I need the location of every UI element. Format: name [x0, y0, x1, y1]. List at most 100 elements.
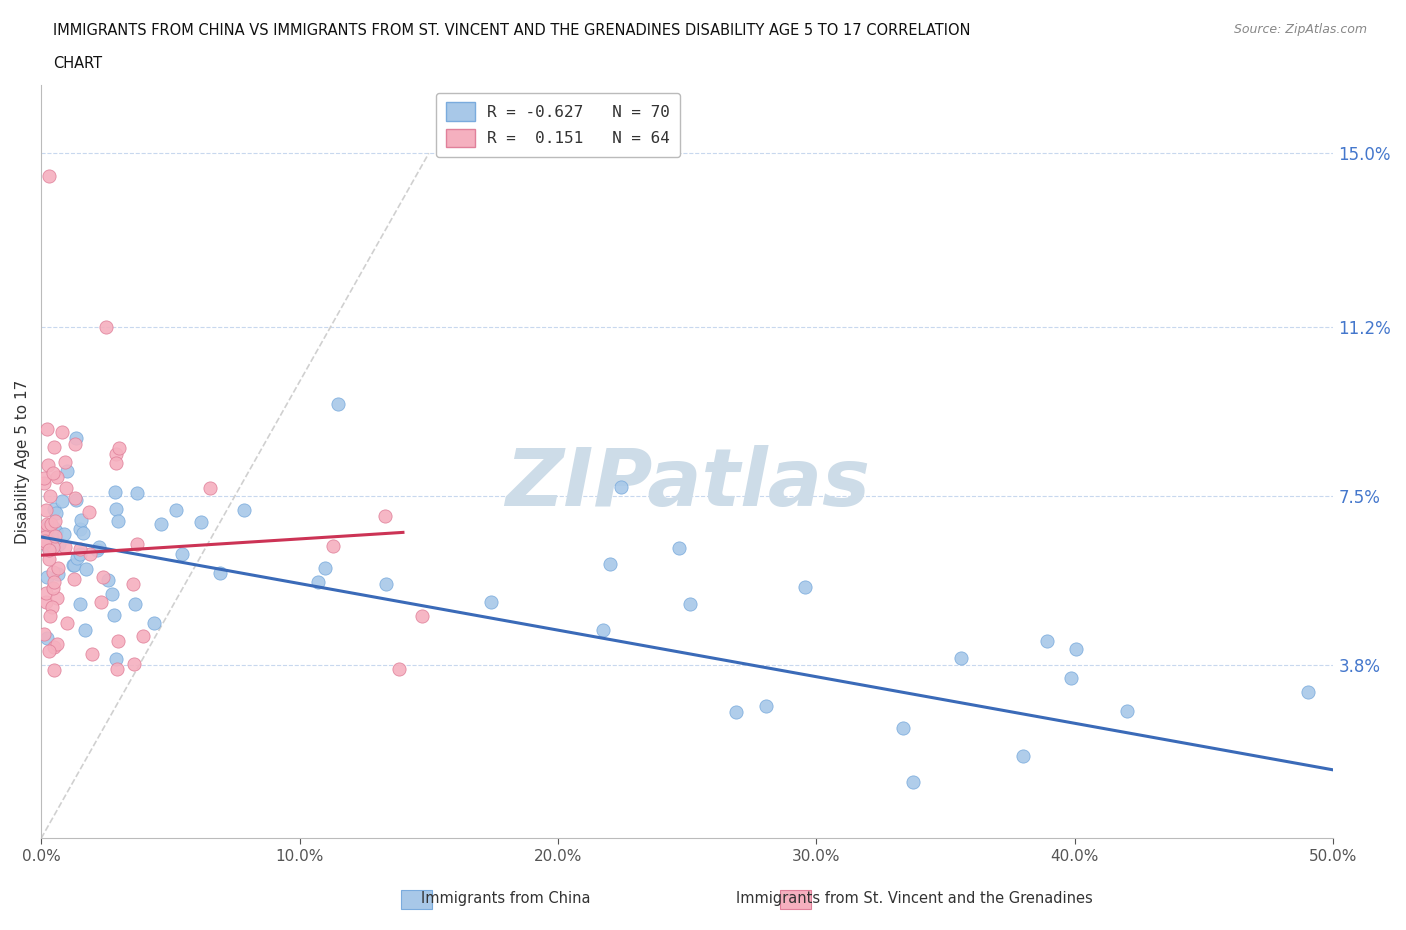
Point [388, 662, 411, 677]
Point [104, 652, 127, 667]
Point [45, 506, 67, 521]
Point [53, 455, 76, 470]
Point [65, 491, 87, 506]
Point [73, 623, 96, 638]
Point [1296, 684, 1319, 699]
Point [89, 539, 111, 554]
Point [131, 629, 153, 644]
Point [97, 572, 120, 587]
Point [32, 627, 55, 642]
Point [35, 586, 58, 601]
Point [793, 579, 815, 594]
Point [51, 424, 73, 439]
Point [592, 622, 614, 637]
Point [104, 501, 127, 516]
Point [42, 580, 65, 595]
Point [172, 546, 194, 561]
Point [90, 594, 112, 609]
Point [56, 616, 79, 631]
Point [46, 590, 69, 604]
Point [1115, 703, 1137, 718]
Point [42, 501, 65, 516]
Point [1036, 633, 1059, 648]
Point [41, 600, 63, 615]
Point [599, 557, 621, 572]
Y-axis label: Disability Age 5 to 17: Disability Age 5 to 17 [15, 379, 30, 544]
Text: IMMIGRANTS FROM CHINA VS IMMIGRANTS FROM ST. VINCENT AND THE GRENADINES DISABILI: IMMIGRANTS FROM CHINA VS IMMIGRANTS FROM… [53, 23, 972, 38]
Point [124, 597, 146, 612]
Point [610, 479, 633, 494]
Point [35, 631, 58, 645]
Point [45, 637, 67, 652]
Point [105, 446, 128, 461]
Point [35, 595, 58, 610]
Point [48, 537, 70, 551]
Point [69, 596, 91, 611]
Point [35, 502, 58, 517]
Legend: R = -0.627   N = 70, R =  0.151   N = 64: R = -0.627 N = 70, R = 0.151 N = 64 [436, 93, 681, 157]
Point [65, 431, 87, 445]
Point [38, 168, 60, 183]
Point [101, 587, 124, 602]
Point [63, 571, 86, 586]
Point [328, 397, 350, 412]
Point [66, 551, 89, 565]
Point [44, 528, 66, 543]
Point [42, 466, 65, 481]
Point [52, 526, 75, 541]
Point [45, 524, 67, 538]
Point [314, 561, 336, 576]
Point [42, 539, 65, 554]
Point [37, 516, 59, 531]
Point [32, 534, 55, 549]
Point [39, 488, 62, 503]
Point [32, 471, 55, 485]
Point [62, 557, 84, 572]
Point [72, 525, 94, 540]
Point [44, 662, 66, 677]
Point [38, 551, 60, 566]
Text: Source: ZipAtlas.com: Source: ZipAtlas.com [1233, 23, 1367, 36]
Point [1012, 749, 1035, 764]
Point [42, 521, 65, 536]
Point [69, 522, 91, 537]
Point [38, 644, 60, 658]
Point [46, 560, 69, 575]
Point [165, 503, 187, 518]
Point [34, 534, 56, 549]
Point [55, 481, 77, 496]
Point [127, 537, 149, 551]
Point [149, 517, 172, 532]
Point [32, 525, 55, 540]
Point [35, 570, 58, 585]
Point [411, 608, 433, 623]
Point [91, 569, 114, 584]
Point [307, 575, 329, 590]
Point [42, 574, 65, 589]
Point [34, 529, 56, 544]
Point [678, 597, 700, 612]
Point [79, 547, 101, 562]
Point [105, 661, 128, 676]
Point [725, 705, 748, 720]
Text: Immigrants from St. Vincent and the Grenadines: Immigrants from St. Vincent and the Gren… [735, 891, 1092, 906]
Point [94, 319, 117, 334]
Point [42, 565, 65, 579]
Point [44, 513, 66, 528]
Point [69, 547, 91, 562]
Point [232, 502, 254, 517]
Text: ZIPatlas: ZIPatlas [505, 445, 870, 524]
Point [105, 456, 128, 471]
Point [374, 509, 396, 524]
Point [322, 538, 344, 553]
Point [62, 558, 84, 573]
Point [32, 475, 55, 490]
Point [77, 505, 100, 520]
Point [53, 539, 76, 554]
Point [37, 458, 59, 472]
Point [209, 566, 232, 581]
Point [65, 492, 87, 507]
Point [901, 774, 924, 789]
Point [127, 485, 149, 500]
Point [86, 543, 108, 558]
